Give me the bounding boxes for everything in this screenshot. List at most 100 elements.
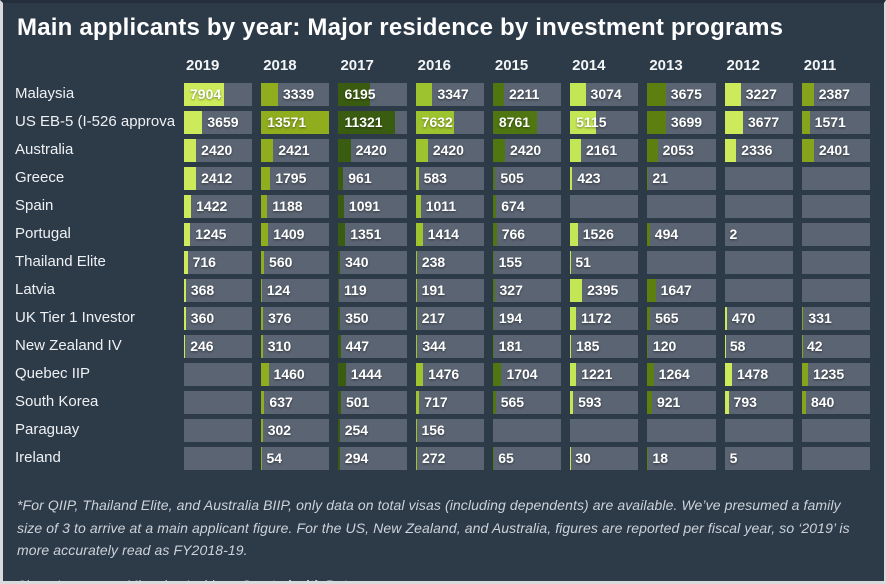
value-bar — [415, 362, 424, 386]
value-label: 1264 — [658, 366, 690, 382]
value-cell — [647, 194, 716, 218]
value-bar — [801, 390, 806, 414]
value-cell: 674 — [492, 194, 562, 218]
row-label: Greece — [15, 169, 65, 186]
value-label: 156 — [421, 422, 445, 438]
value-cell: 185 — [570, 334, 639, 358]
row-label: Latvia — [15, 281, 56, 298]
value-cell — [801, 278, 870, 302]
value-bar — [724, 82, 741, 106]
value-label: 2336 — [741, 142, 773, 158]
value-cell: 2420 — [184, 138, 253, 162]
value-cell: 6195 — [338, 82, 407, 106]
value-cell — [570, 194, 639, 218]
value-cell: 13571 — [261, 110, 330, 134]
value-label: 593 — [578, 394, 602, 410]
value-cell: 560 — [261, 250, 330, 274]
value-bar — [261, 166, 271, 190]
value-bar — [261, 390, 265, 414]
value-bar — [801, 306, 804, 330]
value-label: 1011 — [425, 198, 457, 214]
footnote: *For QIIP, Thailand Elite, and Australia… — [17, 497, 850, 559]
value-label: 1478 — [736, 366, 769, 382]
value-label: 344 — [422, 338, 446, 354]
value-cell: 3074 — [570, 82, 639, 106]
value-label: 302 — [267, 422, 292, 438]
row-label: US EB-5 (I-526 approvals) — [15, 113, 175, 130]
value-bar — [184, 334, 186, 358]
value-label: 2395 — [587, 282, 619, 298]
value-cell: 1704 — [492, 362, 562, 386]
value-bar — [415, 82, 433, 106]
value-label: 181 — [498, 338, 523, 354]
value-cell: 3659 — [184, 110, 253, 134]
column-header-2017: 2017 — [340, 57, 374, 74]
value-cell: 18 — [647, 446, 716, 470]
value-cell: 3675 — [647, 82, 716, 106]
value-cell: 246 — [184, 334, 253, 358]
column-header-2011: 2011 — [803, 57, 837, 74]
column-header-2013: 2013 — [649, 57, 683, 74]
value-bar — [647, 278, 656, 302]
value-label: 921 — [656, 394, 681, 410]
value-label: 2412 — [201, 170, 233, 186]
value-cell: 2420 — [415, 138, 484, 162]
value-bar — [492, 278, 495, 302]
value-bar — [415, 418, 417, 442]
value-bar — [801, 82, 814, 106]
value-bar — [261, 82, 278, 106]
value-cell: 340 — [338, 250, 407, 274]
value-cell — [801, 250, 870, 274]
value-cell: 1571 — [801, 110, 870, 134]
value-bar — [184, 166, 197, 190]
value-label: 470 — [731, 310, 756, 326]
value-label: 331 — [808, 310, 832, 326]
value-cell: 156 — [415, 418, 484, 442]
value-cell: 1476 — [415, 362, 484, 386]
value-label: 2 — [729, 226, 738, 242]
value-cell: 470 — [724, 306, 793, 330]
value-cell: 302 — [261, 418, 330, 442]
value-bar — [492, 334, 494, 358]
value-bar — [647, 138, 658, 162]
value-cell: 2053 — [647, 138, 716, 162]
value-cell: 376 — [261, 306, 330, 330]
value-label: 246 — [190, 338, 214, 354]
value-cell: 793 — [724, 390, 793, 414]
value-bar — [647, 306, 651, 330]
value-cell: 1422 — [184, 194, 253, 218]
value-cell: 8761 — [492, 110, 562, 134]
value-bar — [338, 418, 340, 442]
value-cell — [184, 446, 253, 470]
value-label: 124 — [266, 282, 291, 298]
row-label: Malaysia — [15, 85, 75, 102]
value-label: 51 — [575, 254, 591, 270]
value-label: 21 — [652, 170, 668, 186]
value-cell: 3699 — [647, 110, 716, 134]
value-bar — [570, 222, 578, 246]
value-label: 716 — [192, 254, 216, 270]
value-label: 65 — [498, 450, 514, 466]
value-cell: 58 — [724, 334, 793, 358]
value-bar — [338, 362, 346, 386]
value-cell: 2420 — [338, 138, 407, 162]
value-cell — [184, 418, 253, 442]
value-label: 119 — [344, 282, 367, 298]
value-cell: 254 — [338, 418, 407, 442]
value-bar — [261, 278, 262, 302]
value-label: 2161 — [585, 142, 618, 158]
value-label: 1245 — [195, 226, 227, 242]
value-bar — [492, 138, 506, 162]
value-label: 1221 — [581, 366, 613, 382]
value-cell — [801, 222, 870, 246]
column-header-2018: 2018 — [263, 57, 297, 74]
value-label: 3227 — [745, 86, 777, 102]
value-label: 1795 — [275, 170, 307, 186]
value-cell: 11321 — [338, 110, 407, 134]
value-bar — [492, 82, 504, 106]
value-cell: 1188 — [261, 194, 330, 218]
value-bar — [647, 110, 666, 134]
value-cell: 331 — [801, 306, 870, 330]
value-bar — [647, 390, 652, 414]
value-label: 191 — [421, 282, 445, 298]
